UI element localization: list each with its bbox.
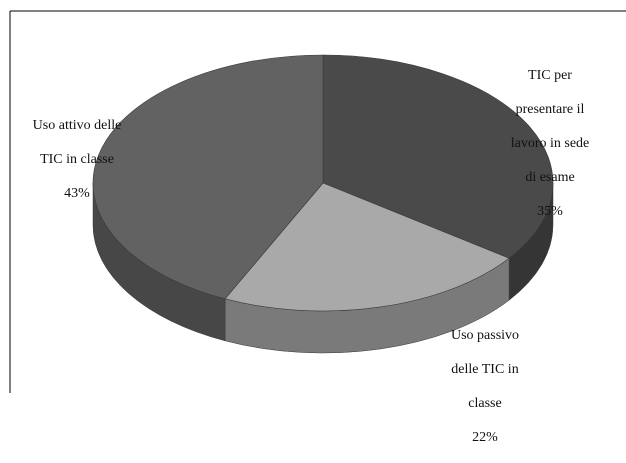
- label-uso-attivo-percent: 43%: [64, 186, 90, 201]
- label-uso-attivo-line-2: TIC in classe: [40, 152, 114, 167]
- label-uso-attivo-line-1: Uso attivo delle: [32, 118, 122, 133]
- label-tic-presentare-line-1: TIC per: [528, 68, 572, 83]
- label-tic-presentare-line-2: presentare il: [515, 102, 585, 117]
- label-uso-passivo-line-3: classe: [468, 396, 502, 411]
- label-uso-attivo: Uso attivo delle TIC in classe 43%: [14, 100, 140, 219]
- label-uso-passivo-line-2: delle TIC in: [451, 362, 519, 377]
- chart-area: TIC per presentare il lavoro in sede di …: [9, 10, 626, 445]
- label-uso-passivo-percent: 22%: [472, 430, 498, 445]
- label-tic-presentare-line-4: di esame: [525, 170, 575, 185]
- label-uso-passivo-line-1: Uso passivo: [450, 328, 520, 343]
- label-uso-passivo: Uso passivo delle TIC in classe 22%: [430, 310, 540, 463]
- pie-slice-3: [92, 54, 324, 300]
- pie-chart: [9, 10, 626, 393]
- label-tic-presentare-line-3: lavoro in sede: [510, 136, 590, 151]
- pie-slice-1: [322, 54, 554, 259]
- label-tic-presentare: TIC per presentare il lavoro in sede di …: [496, 50, 604, 237]
- label-tic-presentare-percent: 35%: [537, 204, 563, 219]
